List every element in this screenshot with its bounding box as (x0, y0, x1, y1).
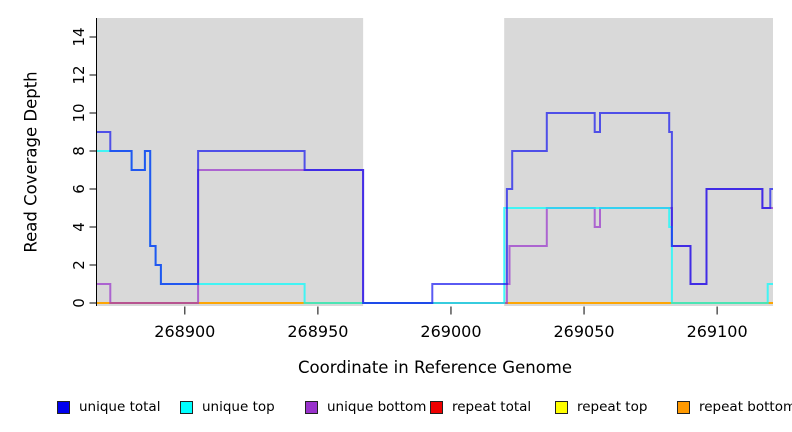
y-axis-title: Read Coverage Depth (21, 71, 41, 253)
x-axis-title: Coordinate in Reference Genome (297, 358, 573, 377)
y-tick-label: 14 (70, 27, 88, 46)
y-tick-label: 12 (70, 65, 88, 84)
series-line-unique-total (97, 112, 773, 304)
y-tick-label: 8 (70, 146, 88, 156)
y-tick-label: 2 (70, 260, 88, 270)
x-tick-label: 269000 (420, 322, 481, 341)
shaded-region-1 (97, 18, 364, 306)
y-tick-label: 10 (70, 103, 88, 122)
x-tick-label: 268900 (154, 322, 215, 341)
y-tick-label: 4 (70, 222, 88, 232)
shaded-region-2 (504, 18, 773, 306)
x-tick-label: 269100 (687, 322, 748, 341)
y-tick-label: 6 (70, 184, 88, 194)
x-tick-label: 269050 (554, 322, 615, 341)
x-tick-label: 268950 (287, 322, 348, 341)
y-tick-label: 0 (70, 298, 88, 308)
